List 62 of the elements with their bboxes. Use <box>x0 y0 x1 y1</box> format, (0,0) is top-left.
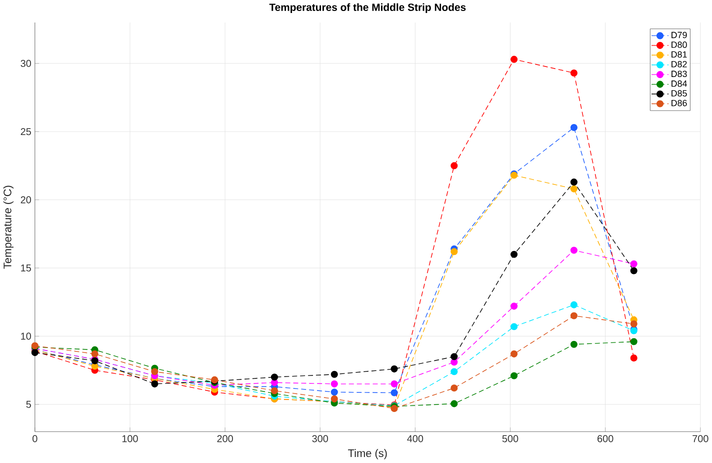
point <box>330 388 338 396</box>
x-tick-label: 300 <box>312 435 328 442</box>
point <box>450 162 458 170</box>
point <box>450 384 458 392</box>
point <box>630 267 638 274</box>
point <box>151 380 158 388</box>
y-tick-label: 5 <box>26 401 31 408</box>
point <box>450 248 458 256</box>
point <box>630 260 638 268</box>
legend-label: D86 <box>672 100 687 106</box>
point <box>570 178 578 186</box>
point <box>330 396 338 403</box>
point <box>570 186 578 193</box>
point <box>151 368 158 376</box>
y-tick-label: 15 <box>21 264 31 272</box>
legend-label: D85 <box>672 90 687 97</box>
y-tick-label: 20 <box>20 196 32 204</box>
x-tick-label: 600 <box>598 435 614 442</box>
y-tick-label: 25 <box>20 128 31 136</box>
x-tick-label: 100 <box>122 435 138 442</box>
point <box>510 350 518 358</box>
point <box>570 246 578 254</box>
point <box>91 350 98 358</box>
x-tick-label: 500 <box>502 435 518 442</box>
point <box>630 338 638 346</box>
point <box>570 312 578 320</box>
x-tick-label: 200 <box>217 435 233 442</box>
point <box>510 323 518 330</box>
point <box>570 341 578 348</box>
y-tick-label: 30 <box>20 60 32 68</box>
point <box>630 354 638 362</box>
point <box>390 366 398 373</box>
point <box>570 124 578 132</box>
point <box>390 380 398 388</box>
x-axis-title: Time (s) <box>348 449 387 460</box>
chart-title: Temperatures of the Middle Strip Nodes <box>269 4 466 14</box>
x-tick-label: 700 <box>692 435 708 442</box>
point <box>510 251 518 258</box>
point <box>630 320 638 328</box>
point <box>270 374 278 381</box>
x-tick-label: 400 <box>407 435 424 442</box>
point <box>450 368 458 376</box>
point <box>330 380 338 388</box>
point <box>510 302 518 310</box>
y-tick-label: 10 <box>21 332 32 340</box>
legend-label: D81 <box>672 52 687 58</box>
legend-label: D83 <box>672 70 687 78</box>
legend-label: D79 <box>672 32 687 38</box>
x-tick-label: 0 <box>32 435 38 442</box>
point <box>570 70 578 77</box>
legend-label: D84 <box>672 80 687 88</box>
point <box>270 387 278 394</box>
point <box>330 371 338 378</box>
point <box>510 372 518 380</box>
point <box>510 56 518 64</box>
point <box>450 353 458 360</box>
legend-label: D82 <box>672 61 687 68</box>
y-axis-title: Temperature (°C) <box>3 186 14 270</box>
point <box>570 302 578 309</box>
point <box>390 389 398 397</box>
legend-label: D80 <box>672 42 687 48</box>
point <box>450 400 458 408</box>
